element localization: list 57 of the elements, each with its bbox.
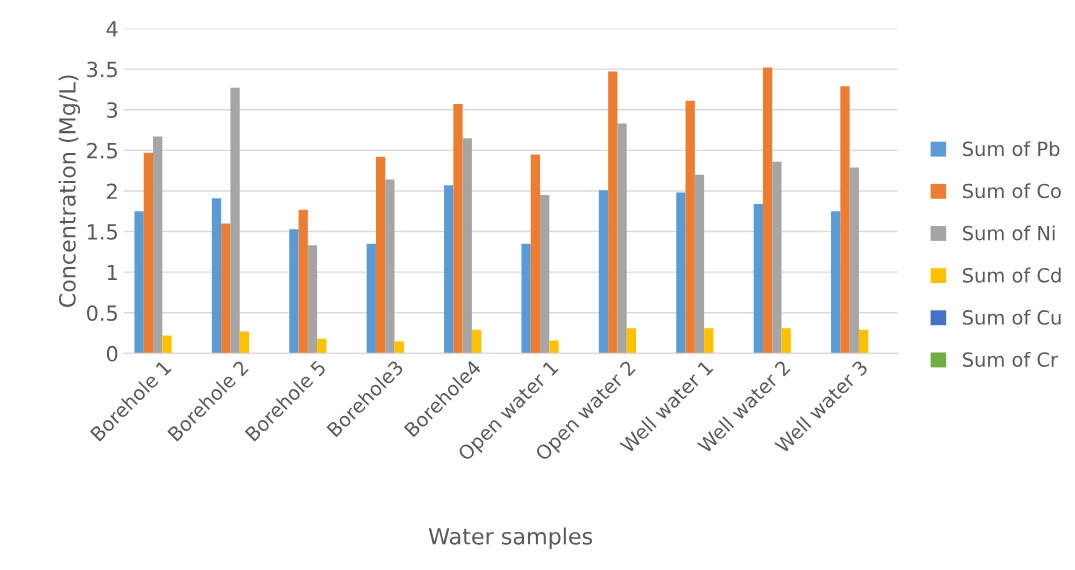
bar	[289, 229, 299, 354]
bar	[549, 340, 559, 354]
bar	[849, 167, 859, 354]
y-axis-title: Concentration (Mg/L)	[58, 75, 81, 308]
y-tick-label: 1	[107, 264, 117, 281]
bar	[394, 341, 404, 354]
legend-label: Sum of Cd	[963, 267, 1061, 283]
legend-label: Sum of Co	[963, 183, 1061, 199]
bar	[704, 328, 714, 354]
bar	[762, 67, 773, 354]
bar	[772, 161, 782, 354]
bar	[211, 198, 222, 354]
bar	[858, 329, 869, 354]
bar	[444, 185, 454, 354]
y-tick-label: 4	[106, 21, 118, 37]
x-axis-title: Water samples	[428, 527, 593, 549]
y-tick-label: 0	[106, 345, 118, 362]
bar	[385, 179, 395, 354]
bar	[134, 211, 144, 354]
bar	[598, 190, 609, 354]
bar	[753, 203, 763, 354]
bar	[694, 174, 705, 354]
legend-label: Sum of Cr	[963, 351, 1058, 367]
bar	[221, 223, 231, 354]
bar	[230, 87, 240, 354]
bar	[781, 328, 791, 354]
bar	[317, 338, 327, 354]
legend-label: Sum of Cu	[963, 309, 1061, 325]
bar	[366, 243, 376, 354]
bar	[375, 156, 386, 354]
bar	[530, 154, 541, 354]
bar	[831, 211, 841, 354]
bar	[471, 329, 482, 354]
bar	[840, 86, 850, 354]
bar	[453, 104, 463, 354]
bar	[307, 245, 318, 354]
legend-label: Sum of Ni	[963, 225, 1055, 241]
y-tick-label: 0.5	[87, 305, 117, 321]
y-tick-label: 1.5	[87, 224, 117, 240]
bar	[298, 209, 308, 354]
bar	[143, 152, 154, 354]
y-tick-label: 2	[107, 183, 117, 199]
bar	[676, 192, 686, 354]
legend-label: Sum of Pb	[963, 141, 1060, 157]
bar	[462, 138, 472, 354]
bar	[162, 335, 172, 354]
bar	[626, 328, 637, 354]
bar	[608, 71, 618, 354]
bar	[540, 195, 550, 354]
bar	[521, 243, 531, 354]
y-tick-label: 3	[107, 102, 118, 118]
bar	[617, 123, 627, 354]
y-tick-label: 2.5	[87, 142, 117, 159]
bar	[685, 100, 695, 354]
bar	[153, 136, 163, 354]
y-tick-label: 3.5	[87, 61, 117, 78]
bar	[239, 331, 250, 354]
